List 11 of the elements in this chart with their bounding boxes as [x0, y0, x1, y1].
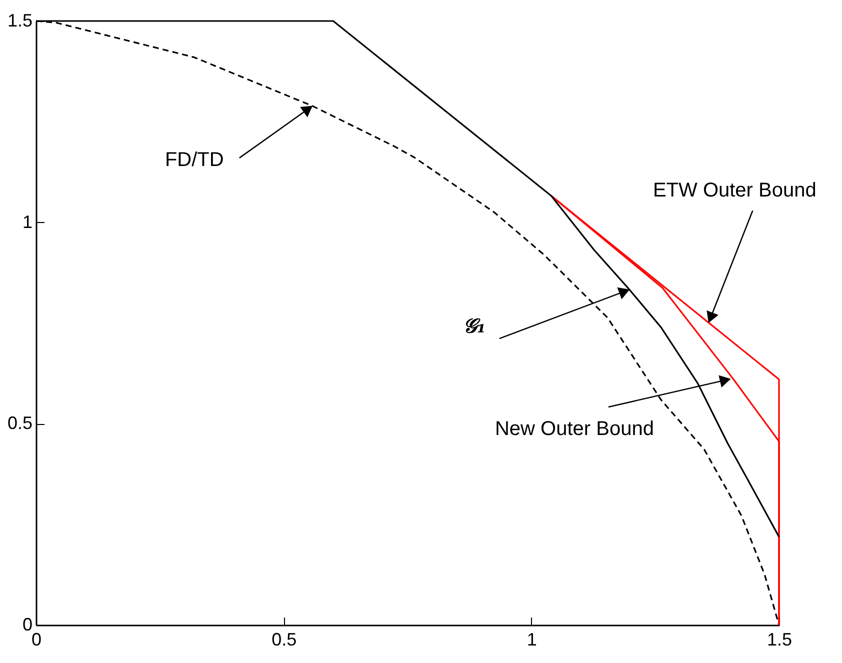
y-tick-label: 1	[22, 212, 32, 232]
x-tick-label: 1	[526, 630, 537, 650]
x-tick-label: 0.5	[272, 630, 297, 650]
y-tick-label: 0	[22, 614, 32, 634]
annotation: FD/TD	[164, 148, 224, 171]
annotation: New Outer Bound	[494, 418, 654, 440]
y-tick-label: 0.5	[7, 413, 32, 434]
y-tick-label: 1.5	[7, 10, 32, 30]
annotation: 𝒢₁	[463, 314, 486, 338]
x-tick-label: 1.5	[766, 630, 792, 650]
annotation: ETW Outer Bound	[652, 180, 816, 202]
